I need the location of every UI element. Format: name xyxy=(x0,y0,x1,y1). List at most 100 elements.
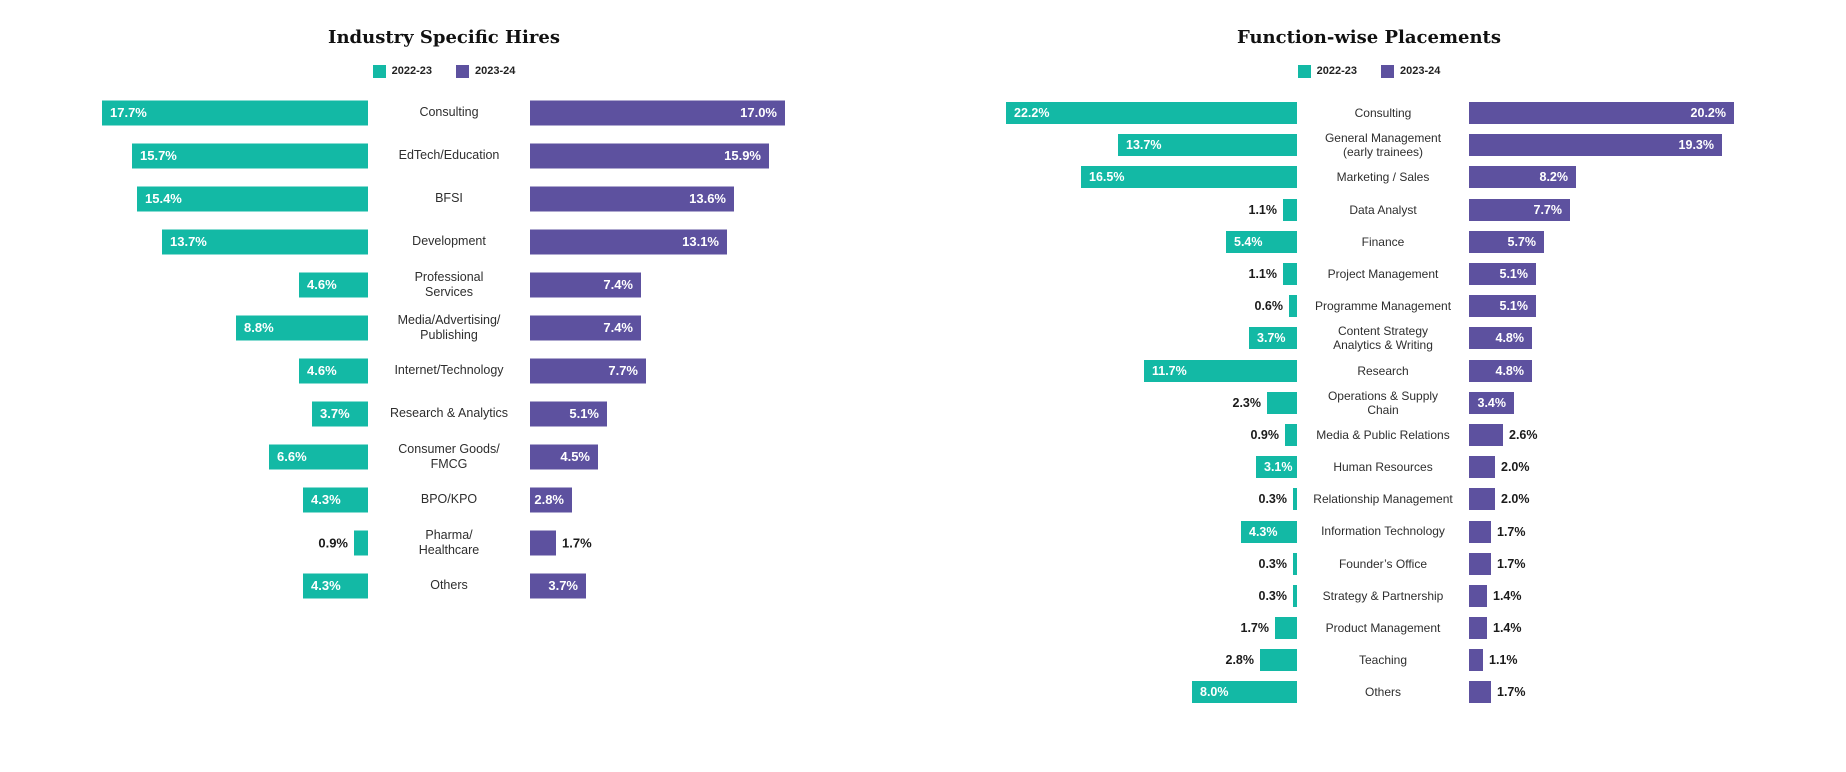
bar-cell-2022-23: 0.3% xyxy=(1003,548,1297,580)
category-label: Finance xyxy=(1361,234,1405,249)
bar-2022-23 xyxy=(1289,295,1297,318)
chart-title: Function-wise Placements xyxy=(1237,27,1501,48)
bar-2022-23: 8.0% xyxy=(1192,681,1297,704)
bar-cell-2022-23: 15.4% xyxy=(98,177,368,220)
bar-2022-23 xyxy=(354,530,368,555)
bar-cell-2022-23: 1.7% xyxy=(1003,612,1297,644)
bar-2022-23: 3.7% xyxy=(312,401,368,426)
bar-value-2022-23: 15.7% xyxy=(140,148,177,163)
bar-cell-2022-23: 13.7% xyxy=(98,220,368,263)
bar-value-2023-24: 2.6% xyxy=(1509,427,1538,442)
bar-2022-23: 6.6% xyxy=(269,444,368,469)
bar-2022-23: 4.6% xyxy=(299,358,368,383)
bar-2022-23: 15.7% xyxy=(132,143,368,168)
bar-cell-2023-24: 2.0% xyxy=(1469,451,1735,483)
bar-value-2023-24: 1.7% xyxy=(1497,685,1526,700)
bar-value-2023-24: 5.1% xyxy=(1499,299,1529,314)
bar-2022-23: 4.6% xyxy=(299,272,368,297)
chart-legend: 2022-23 2023-24 xyxy=(98,63,790,79)
category-label: Research & Analytics xyxy=(389,406,509,421)
bar-2023-24: 4.5% xyxy=(530,444,598,469)
bar-2023-24: 20.2% xyxy=(1469,102,1734,125)
legend-item-2022-23: 2022-23 xyxy=(372,64,432,78)
bar-cell-2022-23: 4.3% xyxy=(1003,515,1297,547)
category-label: Founder’s Office xyxy=(1338,556,1428,571)
chart-row: 17.7% Consulting 17.0% xyxy=(98,91,790,134)
category-label: BPO/KPO xyxy=(420,492,478,507)
bar-value-2022-23: 1.1% xyxy=(1248,202,1278,217)
chart-row: 4.6% Professional Services 7.4% xyxy=(98,263,790,306)
bar-2023-24: 4.8% xyxy=(1469,327,1532,350)
legend-swatch-2023-24-icon xyxy=(456,64,469,78)
bar-value-2022-23: 3.1% xyxy=(1264,460,1293,475)
chart-row: 3.7% Research & Analytics 5.1% xyxy=(98,392,790,435)
chart-row: 5.4% Finance 5.7% xyxy=(1003,226,1735,258)
category-label: Content Strategy Analytics & Writing xyxy=(1333,324,1433,353)
category-label: Media/Advertising/ Publishing xyxy=(397,312,501,342)
bar-cell-2022-23: 0.3% xyxy=(1003,580,1297,612)
bar-cell-2022-23: 3.1% xyxy=(1003,451,1297,483)
bar-value-2023-24: 13.1% xyxy=(682,234,719,249)
legend-label-2022-23: 2022-23 xyxy=(391,65,432,77)
bar-2023-24: 4.8% xyxy=(1469,359,1532,382)
bar-2023-24: 15.9% xyxy=(530,143,769,168)
bar-value-2022-23: 0.3% xyxy=(1258,556,1288,571)
bar-cell-2022-23: 4.3% xyxy=(98,478,368,521)
bar-cell-2023-24: 4.5% xyxy=(530,435,790,478)
chart-row: 11.7% Research 4.8% xyxy=(1003,355,1735,387)
category-label: Internet/Technology xyxy=(394,363,504,378)
bar-cell-2022-23: 15.7% xyxy=(98,134,368,177)
bar-2023-24 xyxy=(1469,681,1491,704)
chart-legend: 2022-23 2023-24 xyxy=(1003,63,1735,79)
bar-cell-2023-24: 7.4% xyxy=(530,306,790,349)
category-label: General Management (early trainees) xyxy=(1324,131,1442,160)
bar-cell-2022-23: 4.6% xyxy=(98,349,368,392)
industry-specific-hires-chart: Industry Specific Hires 2022-23 2023-24 … xyxy=(98,25,790,607)
bar-value-2023-24: 2.0% xyxy=(1501,492,1530,507)
bar-2022-23 xyxy=(1283,198,1297,221)
bar-value-2022-23: 0.6% xyxy=(1254,299,1284,314)
category-label: Professional Services xyxy=(414,269,484,299)
bar-value-2023-24: 2.8% xyxy=(534,492,564,507)
chart-row: 0.3% Strategy & Partnership 1.4% xyxy=(1003,580,1735,612)
bar-value-2023-24: 3.7% xyxy=(548,578,578,593)
bar-2022-23 xyxy=(1283,263,1297,286)
bar-2023-24: 5.1% xyxy=(530,401,607,426)
chart-row: 1.7% Product Management 1.4% xyxy=(1003,612,1735,644)
chart-row: 0.3% Founder’s Office 1.7% xyxy=(1003,548,1735,580)
bar-value-2023-24: 1.7% xyxy=(562,535,592,550)
bar-value-2022-23: 6.6% xyxy=(277,449,307,464)
bar-2023-24 xyxy=(1469,617,1487,640)
bar-cell-2022-23: 4.3% xyxy=(98,564,368,607)
bar-2022-23 xyxy=(1285,423,1297,446)
category-label: EdTech/Education xyxy=(398,148,500,163)
category-label: Relationship Management xyxy=(1313,492,1453,507)
bar-2022-23: 3.1% xyxy=(1256,456,1297,479)
chart-row: 15.7% EdTech/Education 15.9% xyxy=(98,134,790,177)
bar-value-2023-24: 1.4% xyxy=(1493,621,1522,636)
category-label: Consulting xyxy=(1354,106,1412,121)
bar-value-2023-24: 5.7% xyxy=(1507,234,1537,249)
chart-row: 13.7% General Management (early trainees)… xyxy=(1003,129,1735,161)
bar-cell-2022-23: 11.7% xyxy=(1003,355,1297,387)
bar-cell-2023-24: 5.1% xyxy=(530,392,790,435)
bar-value-2023-24: 3.4% xyxy=(1477,395,1507,410)
bar-value-2023-24: 2.0% xyxy=(1501,460,1530,475)
category-label: Media & Public Relations xyxy=(1316,427,1450,442)
legend-swatch-2022-23-icon xyxy=(372,64,386,78)
chart-row: 4.3% Others 3.7% xyxy=(98,564,790,607)
bar-value-2023-24: 13.6% xyxy=(689,191,726,206)
bar-cell-2022-23: 8.8% xyxy=(98,306,368,349)
legend-swatch-2023-24-icon xyxy=(1381,64,1394,78)
category-label: Development xyxy=(412,234,486,249)
bar-cell-2023-24: 1.7% xyxy=(1469,548,1735,580)
bar-value-2022-23: 15.4% xyxy=(145,191,182,206)
bar-cell-2023-24: 2.8% xyxy=(530,478,790,521)
category-label: Others xyxy=(430,578,468,593)
category-label: Information Technology xyxy=(1321,524,1445,539)
bar-2022-23 xyxy=(1293,488,1297,511)
bar-value-2022-23: 3.7% xyxy=(320,406,350,421)
bar-value-2022-23: 22.2% xyxy=(1014,106,1050,121)
chart-row: 4.3% Information Technology 1.7% xyxy=(1003,515,1735,547)
bar-value-2022-23: 17.7% xyxy=(110,105,147,120)
